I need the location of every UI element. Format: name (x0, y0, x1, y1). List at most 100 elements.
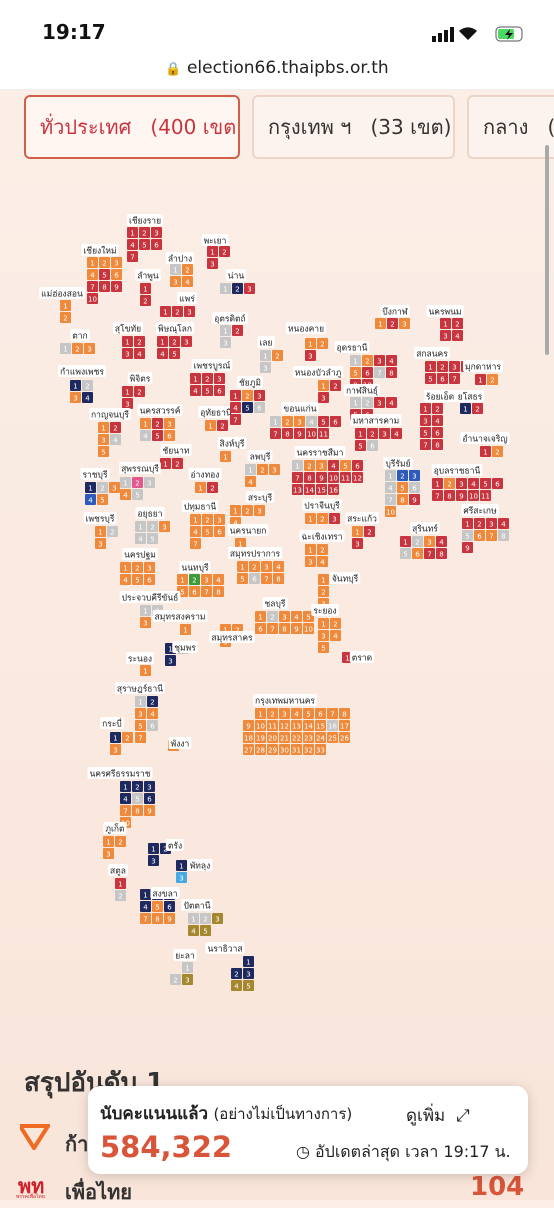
district-number: 2 (365, 399, 369, 407)
district-number: 9 (114, 283, 118, 291)
province-label: บุรีรัมย์ (385, 459, 410, 470)
district-cell (437, 361, 448, 372)
district-cell (120, 562, 131, 573)
province-label-bg (172, 641, 198, 653)
district-cell (267, 720, 278, 731)
district-number: 2 (155, 420, 159, 428)
district-number: 2 (175, 460, 179, 468)
district-number: 2 (135, 783, 139, 791)
district-cell (231, 980, 242, 991)
district-cell (132, 562, 143, 573)
district-number: 1 (160, 338, 164, 346)
district-number: 4 (137, 350, 142, 358)
district-cell (261, 573, 272, 584)
district-cell (339, 720, 350, 731)
district-cell (242, 402, 253, 413)
district-number: 2 (400, 472, 404, 480)
district-cell (486, 530, 497, 541)
district-number: 1 (125, 388, 129, 396)
province-label: อุทัยธานี (200, 408, 232, 419)
district-number: 4 (233, 404, 238, 412)
district-cell (214, 373, 225, 384)
district-number: 1 (143, 420, 147, 428)
district-number: 2 (440, 363, 444, 371)
tab[interactable]: ทั่วประเทศ (400 เขต) (24, 95, 240, 159)
district-number: 24 (316, 734, 325, 742)
province-label: ประจวบคีรีขันธ์ (122, 593, 179, 604)
district-cell (99, 281, 110, 292)
see-more[interactable]: ดูเพิ่ม ⤢ (406, 1106, 470, 1126)
district-number: 4 (150, 710, 155, 718)
district-cell (147, 533, 158, 544)
province: 123สมุทรสาคร (209, 624, 255, 647)
district-cell (492, 446, 503, 457)
district-cell (170, 974, 181, 985)
district-cell (132, 793, 143, 804)
district-number: 1 (321, 576, 325, 584)
district-cell (172, 306, 183, 317)
district-cell (303, 611, 314, 622)
province-label-bg (103, 822, 127, 834)
province-label: เลย (259, 339, 272, 349)
province: 1 2 3 บึงกาฬ (375, 305, 410, 329)
district-number: 1 (258, 613, 262, 621)
district-cell (492, 478, 503, 489)
district-number: 32 (304, 746, 313, 754)
district-number: 1 (388, 472, 392, 480)
district-number: 3 (143, 619, 147, 627)
district-cell (190, 385, 201, 396)
district-cell (132, 805, 143, 816)
district-number: 6 (114, 271, 119, 279)
district-number: 7 (270, 625, 274, 633)
district-number: 3 (382, 430, 386, 438)
province: 1 2 3 4 5 6 เพชรบูรณ์ (190, 359, 233, 396)
district-cell (328, 472, 339, 483)
district-number: 2 (220, 422, 224, 430)
district-number: 3 (187, 308, 191, 316)
district-cell (232, 325, 243, 336)
district-number: 1 (358, 430, 362, 438)
district-cell (391, 428, 402, 439)
province: 1 2 3 4 5 6 7 8 9 10 ชลบุรี (255, 597, 314, 634)
url-bar[interactable]: 🔒 election66.thaipbs.or.th (0, 50, 554, 90)
district-number: 6 (415, 550, 420, 558)
district-cell (122, 732, 133, 743)
district-number: 10 (329, 474, 338, 482)
district-cell (260, 362, 271, 373)
province-label: อุดรธานี (337, 343, 368, 354)
tab[interactable]: กลาง (7 (467, 95, 554, 159)
district-cell (397, 494, 408, 505)
district-cell (487, 374, 498, 385)
district-cell (385, 506, 396, 517)
province-label: สระแก้ว (347, 514, 377, 525)
tab[interactable]: กรุงเทพ ฯ (33 เขต) (252, 95, 455, 159)
district-number: 4 (138, 535, 143, 543)
province: 1 23 4 กำแพงเพชร (58, 365, 106, 403)
district-number: 3 (308, 558, 312, 566)
province-label-bg (137, 404, 183, 416)
province-label: ชัยภูมิ (239, 379, 261, 389)
district-cell (243, 744, 254, 755)
district-number: 4 (123, 576, 128, 584)
district-cell (452, 330, 463, 341)
province-label: ยโสธร (458, 392, 483, 403)
district-number: 4 (471, 480, 476, 488)
district-cell (385, 470, 396, 481)
district-cell (460, 403, 471, 414)
district-cell (144, 477, 155, 488)
province: 12345678910นครศรีธรรมราช (87, 767, 155, 828)
district-cell (120, 793, 131, 804)
district-number: 7 (123, 807, 127, 815)
district-cell (176, 860, 187, 871)
district-number: 3 (125, 400, 129, 408)
district-cell (362, 397, 373, 408)
district-cell (148, 855, 159, 866)
province: 1 23 พะเยา (201, 234, 230, 269)
district-cell (436, 548, 447, 559)
district-cell (397, 470, 408, 481)
district-cell (409, 470, 420, 481)
province-label-bg (455, 390, 485, 402)
district-number: 3 (264, 563, 268, 571)
district-number: 2 (235, 327, 239, 335)
